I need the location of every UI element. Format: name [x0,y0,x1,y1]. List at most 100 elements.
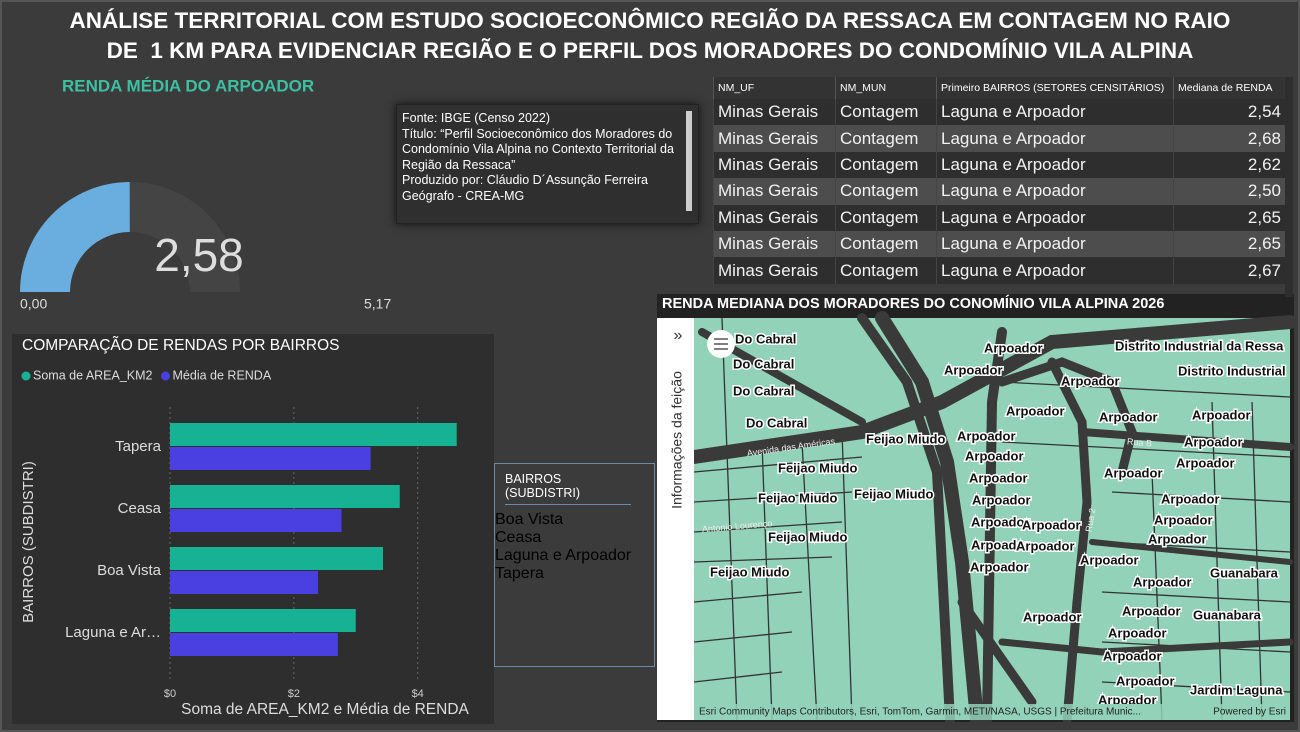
map-label: Arpoador [1108,625,1167,640]
table-cell: Minas Gerais [713,204,836,231]
slicer-item[interactable]: Ceasa [495,529,542,546]
x-tick-label: $2 [288,688,300,700]
y-tick-label: Tapera [115,438,162,455]
map-label: Arpoador [1099,409,1158,424]
table-cell: Laguna e Arpoador [936,257,1174,284]
y-tick-label: Ceasa [118,500,162,517]
gauge-range-label: 0,00 [20,296,47,312]
street-label: Rua B [1127,436,1153,448]
sidebar-toggle[interactable]: » [674,327,683,344]
map-label: Feijao Miudo [768,529,848,544]
x-tick-label: $4 [412,688,424,700]
map-label: Jardim Laguna [1190,682,1283,697]
map-label: Arpoador [1184,434,1243,449]
y-axis-title: BAIRROS (SUBDISTRI) [20,461,37,623]
gauge-range-label: 5,17 [364,296,391,312]
table-cell: Laguna e Arpoador [936,99,1174,126]
table-cell: 2,65 [1173,230,1285,258]
table-cell: Laguna e Arpoador [936,230,1174,258]
column-header: NM_MUN [835,77,937,99]
x-tick-label: $0 [164,688,176,700]
map-label: Arpoador [1176,455,1235,470]
map-label: Arpoador [1116,673,1175,688]
map-label: Arpoador [944,362,1003,377]
legend-marker [161,371,171,381]
source-text: Produzido por: Cláudio D´Assunção Ferrei… [402,173,648,203]
bar [170,509,342,532]
bar [170,547,384,570]
map-label: Arpoador [1192,407,1251,422]
table-row: Minas Gerais Contagem Laguna e Arpoador 2,5… [713,99,1285,126]
map-label: Feijao Miudo [778,460,858,475]
slicer-item[interactable]: Boa Vista [495,511,564,528]
map-label: Arpoador [1161,491,1220,506]
gauge-title: RENDA MÉDIA DO ARPOADOR [62,76,314,95]
table-row: Minas Gerais Contagem Laguna e Arpoador 2,6… [713,204,1285,231]
map-label: Arpoador [971,537,1030,552]
slicer-item[interactable]: Laguna e Arpoador [495,547,632,564]
table-cell: Laguna e Arpoador [936,151,1174,179]
table-cell: Minas Gerais [713,257,836,284]
gauge-value: 2,58 [154,229,244,281]
scrollbar[interactable] [1285,77,1293,297]
page-title: DE 1 KM PARA EVIDENCIAR REGIÃO E O PERFI… [106,38,1194,63]
street-label: Rua 2 [1083,507,1097,532]
bar [170,633,338,656]
map-label: Feijao Miudo [854,486,934,501]
table-cell: Contagem [835,230,937,258]
table-cell: Laguna e Arpoador [936,125,1174,152]
table-cell: Contagem [835,151,937,179]
bar [170,485,400,508]
source-text: Título: “Perfil Socioeconômico dos Morad… [402,126,674,172]
bar [170,571,318,594]
table-cell: Contagem [835,257,937,284]
map-label: Arpoador [1103,648,1162,663]
map-label: Distrito Industrial da Ressa [1115,338,1284,353]
map-attribution: Esri Community Maps Contributors, Esri, … [699,707,1141,718]
sidebar[interactable] [657,318,694,720]
table-grid: NM_UF NM_MUN Primeiro BAIRROS (SETORES CEN… [713,77,1285,284]
map-label: Arpoador [971,514,1030,529]
menu-icon [714,338,728,350]
table-cell: Contagem [835,204,937,231]
page-title: ANÁLISE TERRITORIAL COM ESTUDO SOCIOECON… [69,8,1231,33]
table-cell: 2,54 [1173,99,1285,126]
map-label: Guanabara [1193,607,1262,622]
source-box: Fonte: IBGE (Censo 2022) Título: “Perfil … [396,104,699,224]
bar [170,447,371,470]
table-row: Minas Gerais Contagem Laguna e Arpoador 2,5… [713,178,1285,205]
table: NM_UF NM_MUN Primeiro BAIRROS (SETORES CEN… [713,77,1293,297]
chart-title: COMPARAÇÃO DE RENDAS POR BAIRROS [22,337,340,354]
table-cell: Minas Gerais [713,230,836,258]
map-label: Arpoador [1061,373,1120,388]
map-label: Arpoador [972,492,1031,507]
column-header: Primeiro BAIRROS (SETORES CENSITÁRIOS) [936,77,1174,99]
map-label: Arpoador [984,340,1043,355]
column-header: Mediana de RENDA [1173,77,1285,99]
scrollbar[interactable] [686,111,692,211]
table-cell: Contagem [835,99,937,126]
attribution-bar [694,704,1290,720]
legend-label: Soma de AREA_KM2 [33,368,153,382]
table-cell: Contagem [835,178,937,205]
map-label: Guanabara [1210,565,1279,580]
map-label: Arpoador [1016,538,1075,553]
map-label: Arpoador [1122,603,1181,618]
map-label: Arpoador [957,428,1016,443]
table-cell: Minas Gerais [713,151,836,179]
map-label: Do Cabral [735,331,796,346]
table-cell: 2,67 [1173,257,1285,284]
table-row: Minas Gerais Contagem Laguna e Arpoador 2,6… [713,257,1285,284]
map-label: Arpoador [1104,465,1163,480]
map-label: Arpoador [1098,692,1157,707]
map-label: Arpoador [1154,512,1213,527]
table-cell: Laguna e Arpoador [936,178,1174,205]
y-tick-label: Boa Vista [97,562,162,579]
map-label: Do Cabral [733,383,794,398]
table-cell: Minas Gerais [713,125,836,152]
slicer-item[interactable]: Tapera [495,565,544,582]
